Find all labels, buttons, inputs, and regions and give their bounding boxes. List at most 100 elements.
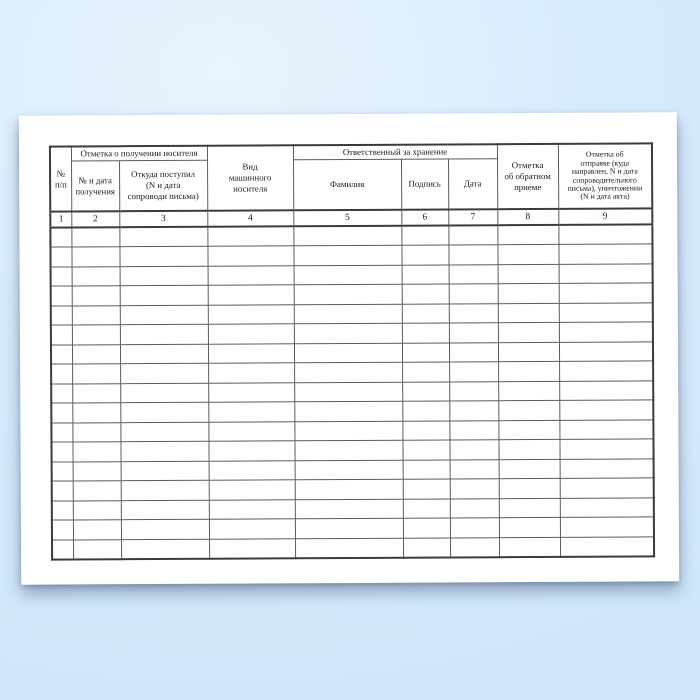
- body-cell: [448, 303, 498, 323]
- body-cell: [294, 498, 403, 519]
- body-cell: [293, 284, 402, 305]
- body-cell: [51, 461, 73, 482]
- body-cell: [119, 324, 208, 345]
- body-cell: [71, 285, 120, 306]
- body-cell: [497, 224, 559, 245]
- body-cell: [71, 227, 120, 247]
- col-header-dispatch-destruction: Отметка об отправке (куда направлен, N и…: [557, 143, 653, 209]
- body-cell: [71, 344, 121, 364]
- body-cell: [497, 263, 559, 284]
- body-cell: [498, 458, 560, 479]
- body-cell: [208, 362, 295, 383]
- body-cell: [402, 439, 450, 460]
- body-cell: [119, 265, 208, 286]
- col-header-receipt-number-date: № и дата получения: [71, 160, 120, 212]
- body-cell: [401, 244, 449, 265]
- body-cell: [120, 519, 210, 540]
- body-cell: [120, 421, 209, 442]
- body-cell: [72, 539, 122, 559]
- col-number: 2: [71, 211, 120, 228]
- body-cell: [208, 440, 295, 461]
- col-number: 1: [50, 211, 72, 228]
- body-cell: [449, 420, 499, 440]
- body-cell: [293, 245, 402, 266]
- body-cell: [51, 383, 73, 404]
- body-cell: [402, 459, 450, 480]
- body-cell: [72, 461, 121, 481]
- body-cell: [558, 302, 653, 323]
- body-cell: [119, 304, 208, 325]
- body-cell: [559, 458, 654, 479]
- body-cell: [558, 321, 653, 342]
- body-cell: [71, 266, 120, 286]
- body-cell: [294, 518, 404, 539]
- body-cell: [294, 440, 403, 461]
- body-cell: [559, 477, 654, 498]
- body-cell: [72, 519, 121, 540]
- body-cell: [72, 480, 121, 501]
- body-cell: [207, 265, 294, 286]
- col-number: 5: [293, 209, 402, 227]
- body-cell: [72, 500, 121, 520]
- body-cell: [207, 304, 294, 325]
- body-cell: [294, 420, 403, 441]
- body-cell: [401, 264, 449, 285]
- group-header-storage-responsible: Ответственный за хранение: [292, 144, 498, 160]
- body-cell: [294, 381, 403, 402]
- body-cell: [559, 419, 654, 440]
- body-cell: [498, 439, 560, 460]
- body-cell: [207, 226, 294, 247]
- body-cell: [402, 400, 450, 421]
- col-number: 3: [119, 210, 208, 228]
- body-cell: [208, 460, 295, 481]
- col-header-surname: Фамилия: [293, 159, 402, 211]
- body-cell: [51, 500, 73, 521]
- body-cell: [50, 227, 72, 248]
- body-cell: [498, 497, 560, 518]
- body-cell: [50, 246, 72, 267]
- body-cell: [449, 381, 499, 401]
- body-cell: [50, 324, 72, 345]
- body-cell: [120, 499, 209, 520]
- col-header-row-number: № п/п: [49, 146, 72, 212]
- table-body: [50, 224, 655, 560]
- body-cell: [448, 264, 498, 284]
- document-page: № п/п Отметка о получении носителя Вид м…: [18, 112, 680, 585]
- body-cell: [51, 519, 73, 540]
- body-cell: [208, 382, 295, 403]
- body-cell: [51, 539, 74, 560]
- body-cell: [294, 479, 403, 500]
- body-cell: [294, 401, 403, 422]
- body-cell: [403, 537, 451, 558]
- body-cell: [497, 341, 560, 362]
- col-number: 9: [558, 208, 653, 225]
- body-cell: [207, 323, 294, 344]
- body-cell: [401, 283, 449, 304]
- body-cell: [559, 497, 654, 518]
- body-cell: [119, 343, 209, 364]
- body-cell: [401, 342, 450, 363]
- body-cell: [207, 343, 295, 364]
- body-cell: [50, 266, 72, 287]
- body-cell: [449, 498, 499, 518]
- body-cell: [558, 224, 653, 245]
- col-header-media-type: Вид машинного носителя: [206, 145, 294, 211]
- body-cell: [401, 303, 449, 324]
- body-cell: [120, 382, 209, 403]
- body-cell: [558, 263, 653, 284]
- body-cell: [498, 517, 561, 538]
- body-cell: [558, 243, 653, 264]
- body-cell: [558, 341, 654, 362]
- body-cell: [448, 322, 498, 343]
- body-cell: [50, 305, 72, 326]
- body-cell: [497, 283, 559, 304]
- body-cell: [72, 402, 121, 423]
- body-cell: [208, 499, 295, 520]
- body-cell: [120, 363, 209, 384]
- header-row-groups: № п/п Отметка о получении носителя Вид м…: [49, 143, 653, 212]
- body-cell: [498, 361, 560, 382]
- body-cell: [51, 441, 73, 462]
- body-cell: [499, 536, 561, 557]
- body-cell: [402, 498, 450, 519]
- body-row: [51, 536, 655, 560]
